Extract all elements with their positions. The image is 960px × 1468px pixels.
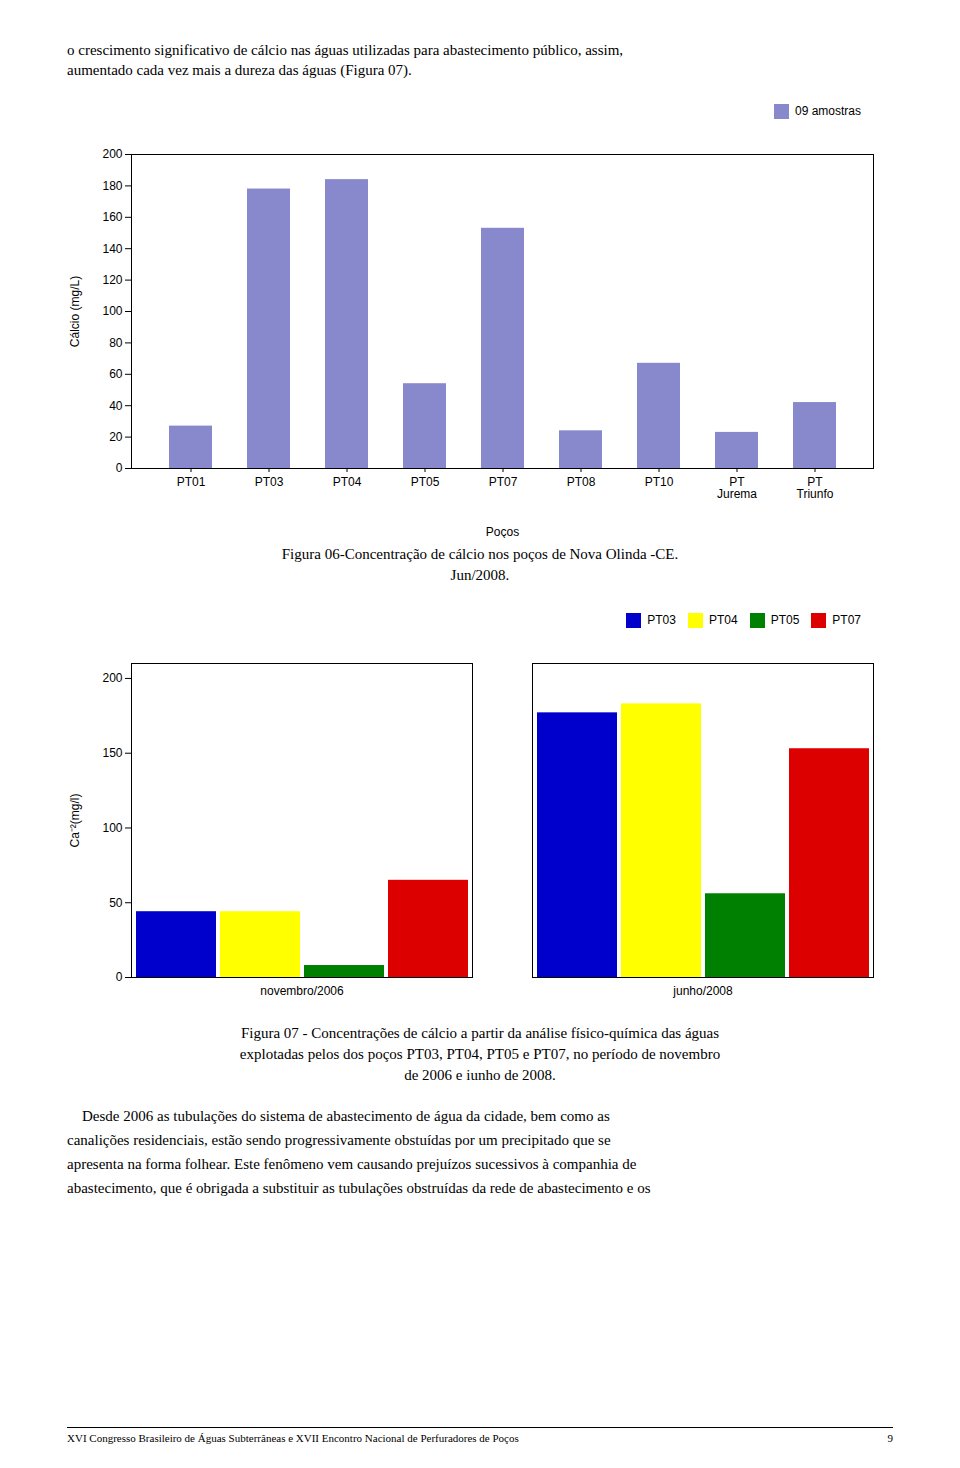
svg-text:PT01: PT01	[177, 475, 206, 489]
svg-text:PT05: PT05	[411, 475, 440, 489]
html-text:PT04: PT04	[708, 613, 738, 627]
svg-text:150: 150	[102, 746, 122, 760]
html-text:PT03: PT03	[647, 613, 676, 627]
html-text:explotadas pelos dos poços PT0: explotadas pelos dos poços PT03, PT04, P…	[239, 1045, 721, 1062]
svg-text:PT10: PT10	[645, 475, 674, 489]
svg-text:0: 0	[116, 461, 123, 475]
svg-text:PTJurema: PTJurema	[717, 475, 757, 501]
svg-text:180: 180	[102, 178, 122, 192]
svg-text:Ca⁻²(mg/l): Ca⁻²(mg/l)	[68, 793, 82, 847]
svg-text:60: 60	[109, 367, 123, 381]
html-text:XVI Congresso Brasileiro de Ág: XVI Congresso Brasileiro de Águas Subter…	[67, 1432, 519, 1444]
svg-text:100: 100	[102, 820, 122, 834]
html-text:Jun/2008.: Jun/2008.	[450, 566, 510, 583]
html-text:PT07: PT07	[832, 613, 861, 627]
svg-text:200: 200	[102, 147, 122, 161]
svg-text:PT03: PT03	[255, 475, 284, 489]
svg-text:80: 80	[109, 335, 123, 349]
svg-text:120: 120	[102, 272, 122, 286]
html-text:o crescimento significativo de: o crescimento significativo de cálcio na…	[67, 42, 624, 58]
svg-text:Poços: Poços	[486, 524, 519, 538]
html-text:9: 9	[887, 1432, 893, 1444]
svg-text:junho/2008: junho/2008	[672, 984, 733, 998]
html-text:PT05: PT05	[770, 613, 800, 627]
html-text:09 amostras: 09 amostras	[795, 104, 861, 118]
svg-text:20: 20	[109, 429, 123, 443]
svg-text:novembro/2006: novembro/2006	[260, 984, 344, 998]
svg-text:200: 200	[102, 671, 122, 685]
html-text:aumentado cada vez mais a dure: aumentado cada vez mais a dureza das águ…	[67, 62, 412, 79]
svg-text:40: 40	[109, 398, 123, 412]
svg-text:140: 140	[102, 241, 122, 255]
svg-text:PT04: PT04	[333, 475, 362, 489]
svg-text:PT07: PT07	[489, 475, 518, 489]
svg-text:160: 160	[102, 210, 122, 224]
svg-text:50: 50	[109, 895, 123, 909]
html-text:de 2006 e iunho de 2008.: de 2006 e iunho de 2008.	[404, 1066, 556, 1083]
svg-text:PTTriunfo: PTTriunfo	[797, 475, 834, 501]
svg-text:Cálcio (mg/L): Cálcio (mg/L)	[68, 275, 82, 346]
html-text:Desde 2006 as tubulações do si: Desde 2006 as tubulações do sistema de a…	[67, 1107, 651, 1196]
svg-text:0: 0	[116, 970, 123, 984]
svg-text:100: 100	[102, 304, 122, 318]
svg-text:PT08: PT08	[567, 475, 596, 489]
html-text:Figura 06-Concentração de cálc: Figura 06-Concentração de cálcio nos poç…	[281, 545, 679, 562]
html-text:Figura 07 - Concentrações de c: Figura 07 - Concentrações de cálcio a pa…	[240, 1024, 720, 1041]
